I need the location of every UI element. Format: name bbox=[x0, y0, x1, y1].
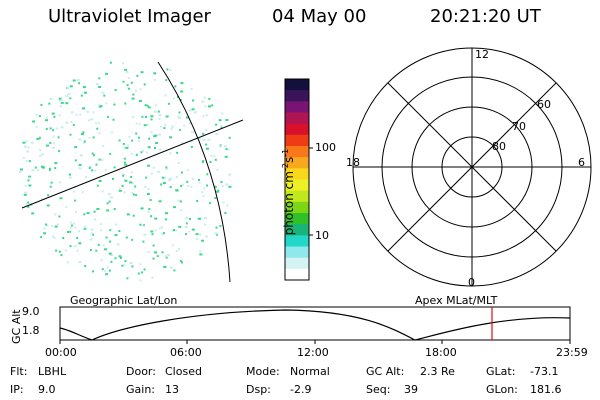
mlt-label-0: 0 bbox=[468, 276, 475, 289]
seq-label: Seq: bbox=[366, 383, 391, 396]
mode-label: Mode: bbox=[246, 365, 280, 378]
ip-label: IP: bbox=[10, 383, 24, 396]
colorbar-cell bbox=[285, 213, 309, 225]
colorbar-cell bbox=[285, 179, 309, 192]
gain-value: 13 bbox=[165, 383, 179, 396]
terminator-line bbox=[21, 119, 244, 209]
auroral-emission-pixels bbox=[18, 61, 232, 282]
diagonal-2 bbox=[387, 82, 557, 252]
mlat-label-70: 70 bbox=[512, 120, 526, 133]
colorbar-cell bbox=[285, 90, 309, 102]
apex-mlat-mlt-label: Apex MLat/MLT bbox=[415, 294, 498, 307]
gc-alt-label: GC Alt: bbox=[366, 365, 405, 378]
glon-label: GLon: bbox=[486, 383, 518, 396]
colorbar-cell bbox=[285, 246, 309, 259]
dsp-label: Dsp: bbox=[246, 383, 271, 396]
time-tick-0600: 06:00 bbox=[170, 346, 202, 359]
mlt-label-6: 6 bbox=[578, 156, 585, 169]
observation-time: 20:21:20 UT bbox=[430, 6, 541, 27]
colorbar-cell bbox=[285, 134, 309, 147]
ip-value: 9.0 bbox=[38, 383, 56, 396]
glat-value: -73.1 bbox=[530, 365, 559, 378]
gain-label: Gain: bbox=[126, 383, 155, 396]
door-label: Door: bbox=[126, 365, 156, 378]
colorbar-cell bbox=[285, 146, 309, 158]
colorbar-cell bbox=[285, 224, 309, 236]
colorbar-cell bbox=[285, 201, 309, 214]
time-tick-2359: 23:59 bbox=[556, 346, 588, 359]
colorbar-cell bbox=[285, 157, 309, 169]
mode-value: Normal bbox=[290, 365, 330, 378]
mlt-label-18: 18 bbox=[346, 156, 360, 169]
dsp-value: -2.9 bbox=[290, 383, 312, 396]
colorbar-cell bbox=[285, 79, 309, 91]
colorbar-tick-100: 100 bbox=[315, 141, 336, 154]
time-tick-1800: 18:00 bbox=[425, 346, 457, 359]
observation-date: 04 May 00 bbox=[272, 6, 367, 27]
mlat-label-80: 80 bbox=[492, 140, 506, 153]
time-tick-1200: 12:00 bbox=[297, 346, 329, 359]
limb-arc bbox=[157, 61, 231, 283]
gc-alt-tick-high: 9.0 bbox=[22, 305, 40, 318]
glat-label: GLat: bbox=[486, 365, 516, 378]
seq-value: 39 bbox=[404, 383, 418, 396]
flt-value: LBHL bbox=[38, 365, 67, 378]
gc-alt-tick-low: 1.8 bbox=[22, 324, 40, 337]
colorbar-cell bbox=[285, 101, 309, 114]
colorbar-tick-10: 10 bbox=[315, 229, 329, 242]
geographic-latlon-label: Geographic Lat/Lon bbox=[70, 294, 178, 307]
mlt-label-12: 12 bbox=[475, 48, 489, 61]
colorbar-cell bbox=[285, 168, 309, 181]
gc-alt-value: 2.3 Re bbox=[420, 365, 455, 378]
time-tick-0000: 00:00 bbox=[45, 346, 77, 359]
colorbar-cell bbox=[285, 190, 309, 203]
instrument-title: Ultraviolet Imager bbox=[48, 6, 211, 27]
colorbar-cell bbox=[285, 123, 309, 136]
colorbar-cell bbox=[285, 112, 309, 125]
flt-label: Flt: bbox=[10, 365, 28, 378]
door-value: Closed bbox=[165, 365, 202, 378]
altitude-curve bbox=[59, 309, 571, 341]
colorbar-cell bbox=[285, 268, 309, 281]
color-bar bbox=[284, 78, 313, 281]
colorbar-cell bbox=[285, 235, 309, 248]
mlat-label-60: 60 bbox=[537, 98, 551, 111]
colorbar-cell bbox=[285, 257, 309, 270]
glon-value: 181.6 bbox=[530, 383, 562, 396]
